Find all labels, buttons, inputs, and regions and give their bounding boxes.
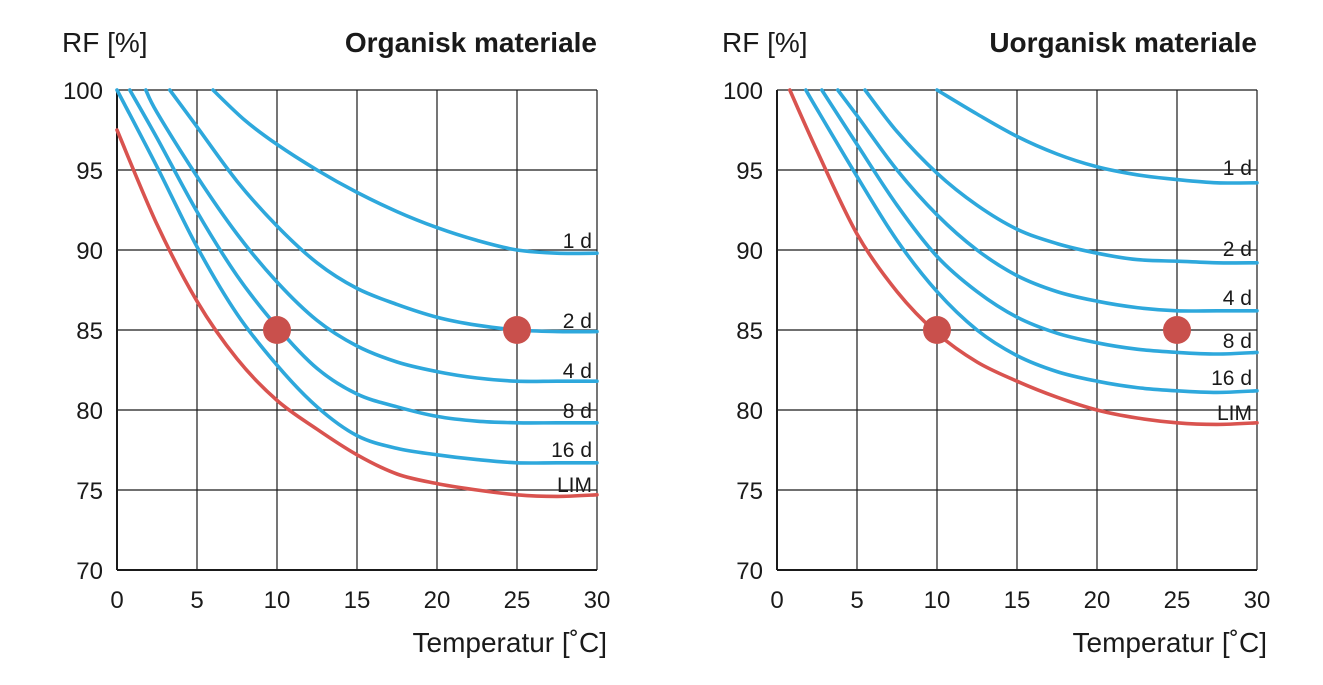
y-tick-label: 70	[76, 558, 103, 585]
x-tick-label: 0	[110, 587, 123, 614]
series-label-16d: 16 d	[551, 439, 592, 462]
series-label-1d: 1 d	[563, 230, 592, 253]
x-tick-label: 5	[190, 587, 203, 614]
series-line-16d	[115, 88, 599, 465]
y-axis-label: RF [%]	[62, 27, 148, 58]
chart-title: Organisk materiale	[345, 27, 597, 58]
series-line-2d	[863, 88, 1259, 265]
y-tick-label: 90	[76, 238, 103, 265]
chart-organisk-svg: Organisk materiale RF [%] Temperatur [˚C] 0…	[62, 27, 611, 658]
y-tick-label: 70	[736, 558, 763, 585]
series-line-lim	[115, 128, 599, 499]
series-label-lim: LIM	[1217, 402, 1252, 425]
chart-organisk: Organisk materiale RF [%] Temperatur [˚C] 0…	[0, 0, 660, 685]
series-line-1d	[935, 88, 1259, 185]
x-tick-label: 20	[424, 587, 451, 614]
y-tick-label: 90	[736, 238, 763, 265]
series-label-8d: 8 d	[1223, 330, 1252, 353]
series-line-4d	[836, 88, 1259, 313]
y-tick-label: 80	[76, 398, 103, 425]
x-tick-label: 20	[1084, 587, 1111, 614]
y-tick-label: 85	[736, 318, 763, 345]
series-line-2d	[168, 88, 599, 334]
x-tick-label: 25	[504, 587, 531, 614]
y-tick-label: 100	[63, 78, 103, 105]
series-label-2d: 2 d	[1223, 238, 1252, 261]
y-tick-label: 75	[736, 478, 763, 505]
chart-uorganisk-svg: Uorganisk materiale RF [%] Temperatur [˚C]…	[722, 27, 1271, 658]
data-point-marker	[923, 316, 951, 344]
y-tick-label: 100	[723, 78, 763, 105]
y-tick-label: 95	[76, 158, 103, 185]
data-point-marker	[503, 316, 531, 344]
x-tick-label: 5	[850, 587, 863, 614]
x-tick-label: 10	[924, 587, 951, 614]
y-tick-label: 85	[76, 318, 103, 345]
x-tick-label: 10	[264, 587, 291, 614]
x-tick-label: 0	[770, 587, 783, 614]
series-line-8d	[820, 88, 1259, 356]
data-point-marker	[1163, 316, 1191, 344]
series-label-1d: 1 d	[1223, 157, 1252, 180]
chart-title: Uorganisk materiale	[989, 27, 1257, 58]
series-line-4d	[144, 88, 599, 384]
series-line-1d	[211, 88, 599, 256]
x-tick-label: 30	[584, 587, 611, 614]
series-label-lim: LIM	[557, 474, 592, 497]
y-axis-label: RF [%]	[722, 27, 808, 58]
x-tick-label: 25	[1164, 587, 1191, 614]
series-label-4d: 4 d	[563, 360, 592, 383]
series-label-8d: 8 d	[563, 400, 592, 423]
y-tick-label: 75	[76, 478, 103, 505]
series-line-16d	[804, 88, 1259, 395]
series-label-16d: 16 d	[1211, 367, 1252, 390]
x-tick-label: 15	[1004, 587, 1031, 614]
series-label-2d: 2 d	[563, 310, 592, 333]
x-tick-label: 15	[344, 587, 371, 614]
series-label-4d: 4 d	[1223, 287, 1252, 310]
series-line-8d	[128, 88, 599, 425]
y-tick-label: 80	[736, 398, 763, 425]
data-point-marker	[263, 316, 291, 344]
chart-uorganisk: Uorganisk materiale RF [%] Temperatur [˚C]…	[660, 0, 1320, 685]
x-tick-label: 30	[1244, 587, 1271, 614]
x-axis-label: Temperatur [˚C]	[1073, 627, 1268, 658]
series-line-lim	[788, 88, 1259, 427]
x-axis-label: Temperatur [˚C]	[413, 627, 608, 658]
y-tick-label: 95	[736, 158, 763, 185]
